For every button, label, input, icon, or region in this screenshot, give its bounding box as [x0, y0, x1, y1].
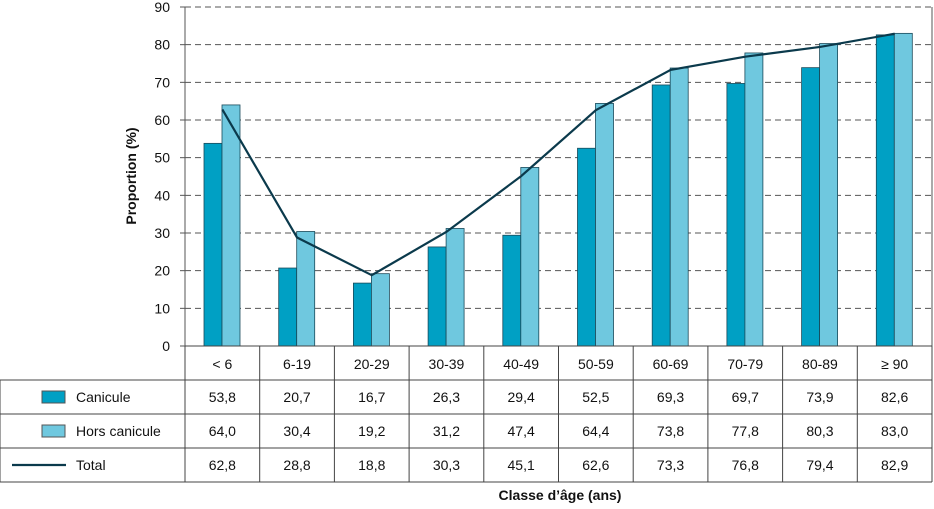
data-label: 19,2	[358, 423, 385, 439]
data-label: 69,7	[732, 389, 759, 405]
data-label: 30,4	[283, 423, 310, 439]
data-label: 26,3	[433, 389, 460, 405]
data-label: 18,8	[358, 457, 385, 473]
bar-canicule	[875, 34, 895, 347]
data-label: 76,8	[732, 457, 759, 473]
y-tick-label: 60	[154, 112, 170, 128]
bar-canicule	[203, 142, 223, 347]
bar-canicule	[801, 67, 820, 347]
data-label: 79,4	[806, 457, 833, 473]
legend-swatch-canicule	[41, 390, 66, 404]
data-label: 83,0	[881, 423, 908, 439]
y-tick-label: 80	[154, 37, 170, 53]
bar-canicule	[352, 282, 372, 347]
x-category-label: 50-59	[578, 356, 614, 372]
data-label: 28,8	[283, 457, 310, 473]
y-tick-label: 50	[154, 150, 170, 166]
bar-hors-canicule	[221, 104, 241, 347]
bar-canicule	[726, 83, 746, 347]
x-category-label: 6-19	[283, 356, 311, 372]
data-label: 31,2	[433, 423, 460, 439]
bar-hors-canicule	[893, 32, 913, 347]
data-label: 20,7	[283, 389, 310, 405]
data-label: 69,3	[657, 389, 684, 405]
data-label: 53,8	[209, 389, 236, 405]
x-category-label: 40-49	[503, 356, 539, 372]
y-tick-label: 0	[162, 338, 170, 354]
data-label: 73,9	[806, 389, 833, 405]
data-label: 47,4	[508, 423, 535, 439]
bar-canicule	[278, 267, 298, 347]
data-label: 52,5	[582, 389, 609, 405]
legend-label: Total	[76, 457, 106, 473]
x-category-label: ≥ 90	[881, 356, 908, 372]
data-label: 80,3	[806, 423, 833, 439]
x-category-label: 70-79	[727, 356, 763, 372]
data-label: 73,3	[657, 457, 684, 473]
x-category-label: < 6	[212, 356, 232, 372]
x-category-label: 80-89	[802, 356, 838, 372]
bar-canicule	[651, 84, 671, 347]
bar-canicule	[427, 246, 447, 347]
data-label: 30,3	[433, 457, 460, 473]
bar-hors-canicule	[296, 231, 316, 347]
legend-label: Hors canicule	[76, 423, 161, 439]
data-label: 62,8	[209, 457, 236, 473]
y-tick-label: 70	[154, 74, 170, 90]
data-label: 77,8	[732, 423, 759, 439]
data-label: 62,6	[582, 457, 609, 473]
x-axis-label: Classe d’âge (ans)	[499, 487, 622, 503]
data-label: 16,7	[358, 389, 385, 405]
y-tick-label: 30	[154, 225, 170, 241]
y-tick-label: 40	[154, 187, 170, 203]
data-label: 73,8	[657, 423, 684, 439]
legend-swatch-hors-canicule	[41, 424, 66, 438]
data-label: 64,4	[582, 423, 609, 439]
y-tick-label: 10	[154, 300, 170, 316]
data-label: 45,1	[508, 457, 535, 473]
y-tick-label: 90	[154, 0, 170, 15]
bar-canicule	[502, 234, 522, 347]
bar-hors-canicule	[520, 167, 540, 347]
x-category-label: 60-69	[653, 356, 689, 372]
bar-hors-canicule	[819, 43, 838, 347]
bar-hors-canicule	[370, 273, 390, 347]
bar-canicule	[577, 147, 596, 347]
y-axis-label: Proportion (%)	[123, 127, 139, 224]
line-total	[221, 32, 895, 277]
bar-hors-canicule	[445, 228, 465, 347]
data-label: 82,6	[881, 389, 908, 405]
data-label: 29,4	[508, 389, 535, 405]
bar-hors-canicule	[669, 67, 689, 347]
x-category-label: 20-29	[354, 356, 390, 372]
x-category-label: 30-39	[429, 356, 465, 372]
bar-hors-canicule	[744, 52, 764, 347]
y-tick-label: 20	[154, 263, 170, 279]
legend-label: Canicule	[76, 389, 131, 405]
data-label: 64,0	[209, 423, 236, 439]
bar-hors-canicule	[595, 103, 614, 347]
data-label: 82,9	[881, 457, 908, 473]
